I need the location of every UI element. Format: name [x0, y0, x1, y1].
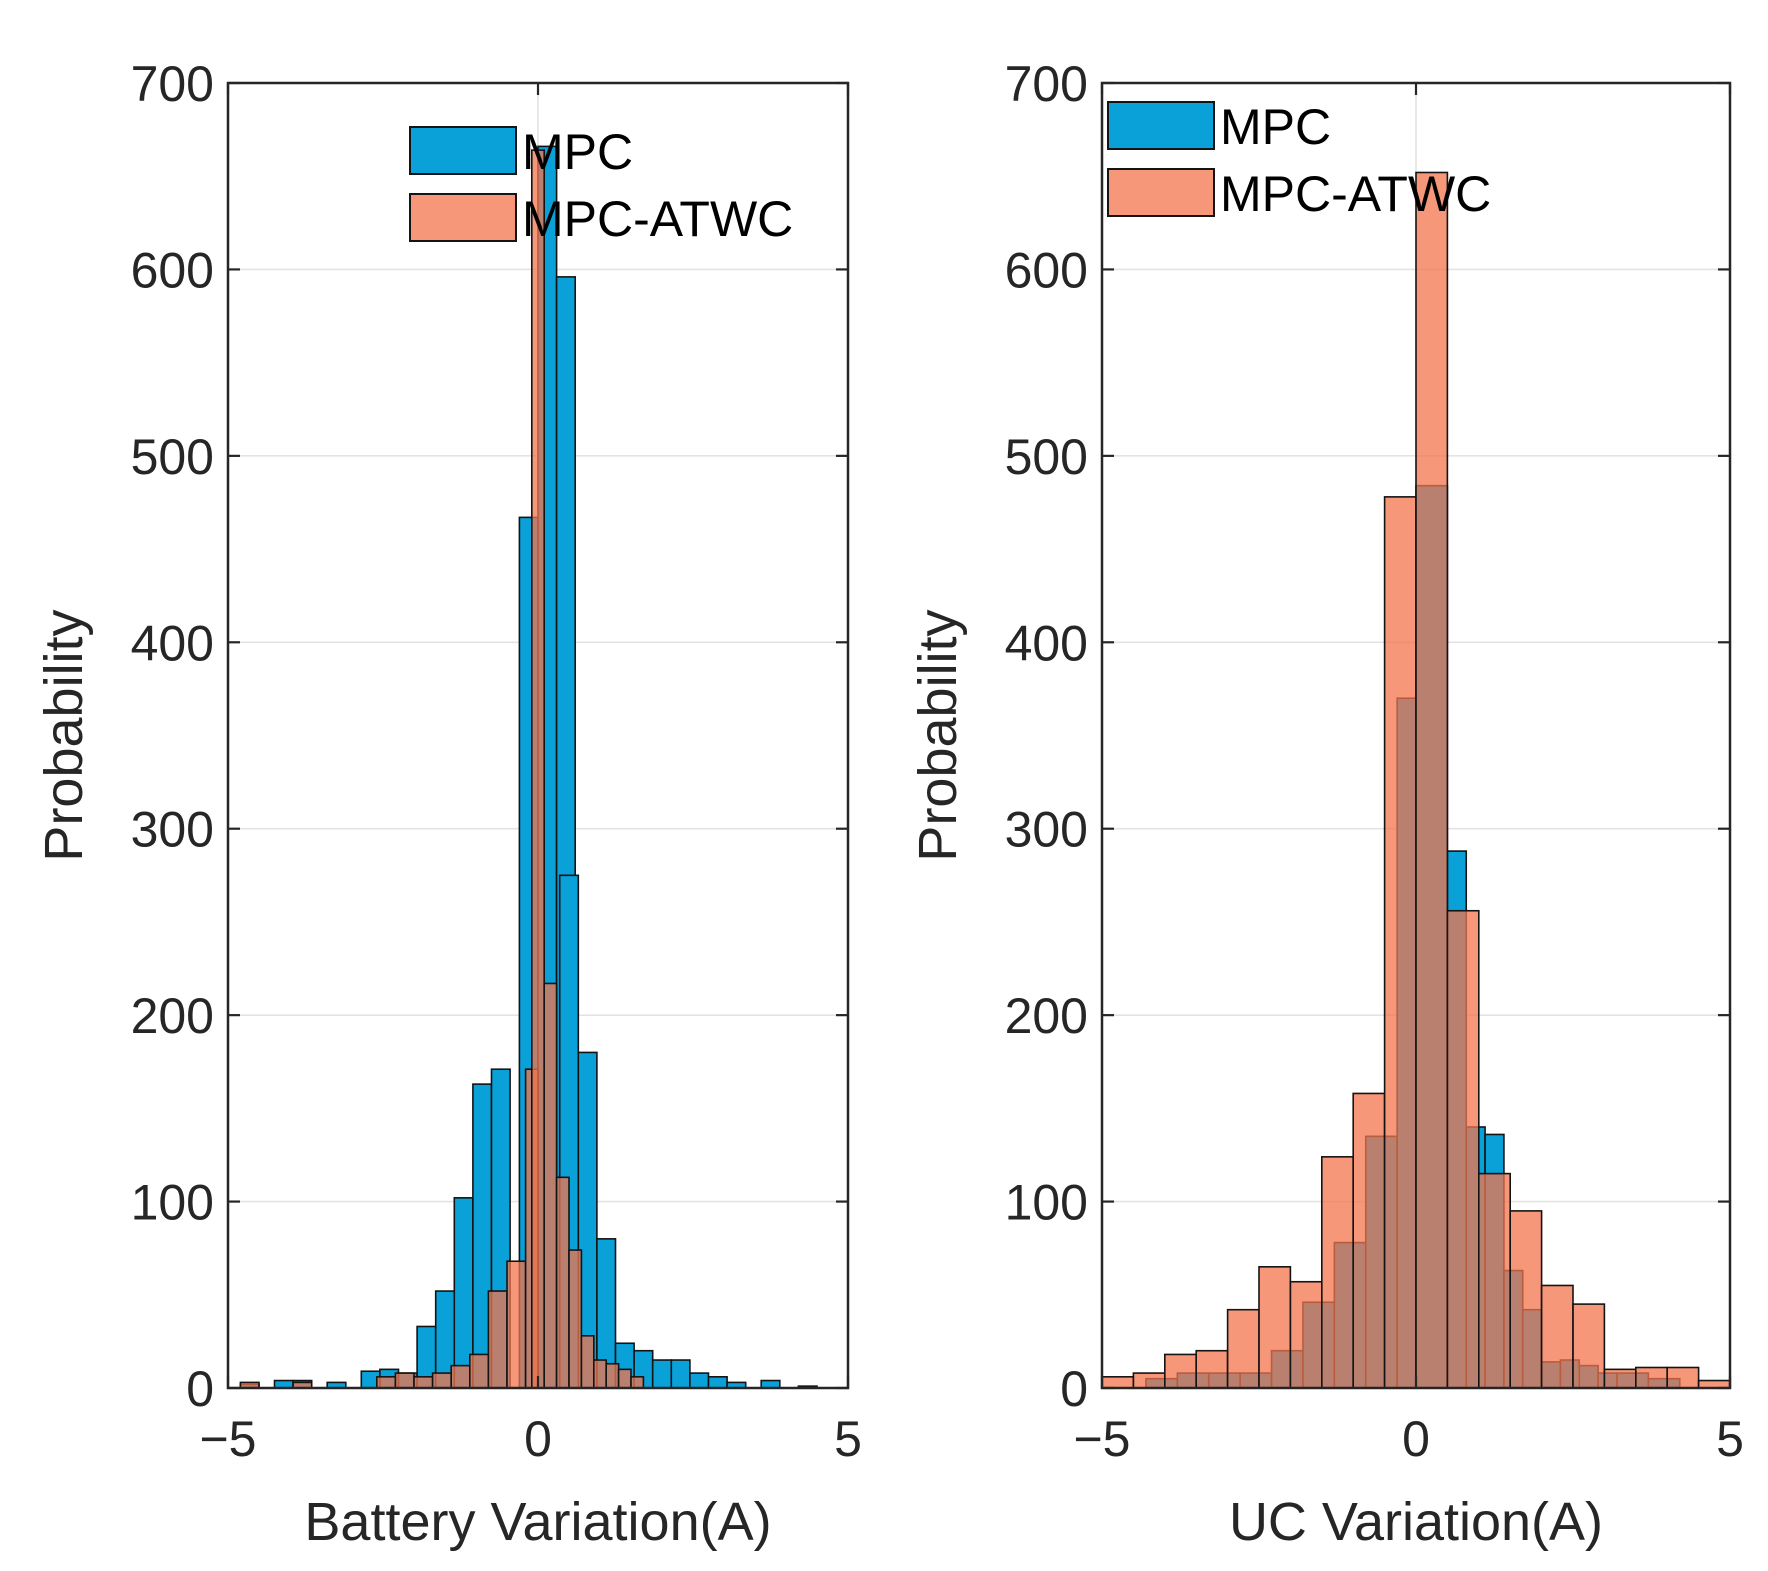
legend-label: MPC [522, 124, 633, 180]
histogram-bar [1258, 1266, 1292, 1389]
histogram-bar [487, 1290, 508, 1389]
histogram-bar [592, 1359, 607, 1389]
histogram-bar [1509, 1210, 1543, 1389]
y-axis-label: Probability [908, 609, 968, 861]
legend: MPC MPC-ATWC [1107, 99, 1491, 222]
histogram-bar [530, 149, 545, 1389]
legend: MPC MPC-ATWC [409, 124, 793, 247]
histogram-bar [1352, 1092, 1386, 1389]
x-axis-label: UC Variation(A) [1229, 1492, 1603, 1552]
histogram-bar [1289, 1280, 1323, 1389]
legend-swatch [1107, 168, 1215, 217]
x-tick-label: 0 [524, 1411, 552, 1467]
histogram-bar [1603, 1368, 1637, 1389]
x-tick-label: 0 [1402, 1411, 1430, 1467]
histogram-bar [1478, 1172, 1512, 1389]
x-tick-label: −5 [1073, 1411, 1130, 1467]
y-tick-label: 300 [131, 802, 214, 858]
y-tick-label: 600 [131, 242, 214, 298]
histogram-bar [1195, 1349, 1229, 1389]
histogram-bar [605, 1362, 620, 1389]
histogram-bar [375, 1376, 397, 1389]
y-tick-label: 200 [1005, 988, 1088, 1044]
x-tick-label: 5 [834, 1411, 862, 1467]
y-tick-label: 700 [1005, 56, 1088, 112]
y-tick-label: 500 [131, 429, 214, 485]
histogram-bar [1132, 1372, 1166, 1389]
histogram-bar [1164, 1353, 1198, 1389]
histogram-bar [1540, 1284, 1574, 1389]
histogram-bar [543, 982, 558, 1389]
y-tick-label: 200 [131, 988, 214, 1044]
histogram-bar [1446, 909, 1480, 1389]
histogram-bar [413, 1376, 434, 1389]
histogram-bar [431, 1372, 453, 1389]
histogram-bar [506, 1260, 527, 1389]
x-tick-label: −5 [199, 1411, 256, 1467]
y-tick-label: 0 [186, 1361, 214, 1417]
histogram-bar [1635, 1366, 1669, 1389]
histogram-bar [468, 1353, 490, 1389]
histogram-bar [617, 1368, 632, 1389]
histogram-bar [394, 1372, 415, 1389]
y-tick-label: 0 [1060, 1361, 1088, 1417]
histogram-bar [450, 1364, 471, 1389]
histogram-bar [580, 1335, 595, 1389]
histogram-bar [1226, 1308, 1260, 1389]
histogram-bar [630, 1376, 645, 1389]
x-tick-label: 5 [1716, 1411, 1744, 1467]
legend-swatch [409, 193, 517, 242]
y-tick-label: 700 [131, 56, 214, 112]
histogram-bar [1321, 1156, 1355, 1389]
series-mpc-atwc [239, 149, 645, 1389]
histogram-bar [1666, 1366, 1700, 1389]
histogram-bar [555, 1176, 570, 1389]
series-mpc-atwc [1101, 171, 1731, 1389]
legend-swatch [409, 126, 517, 175]
y-tick-label: 100 [131, 1175, 214, 1231]
legend-label: MPC-ATWC [1220, 166, 1491, 222]
y-tick-label: 500 [1005, 429, 1088, 485]
legend-label: MPC-ATWC [522, 191, 793, 247]
histogram-bar [1101, 1376, 1135, 1389]
legend-label: MPC [1220, 99, 1331, 155]
y-tick-label: 400 [1005, 615, 1088, 671]
histogram-bar [1415, 171, 1449, 1389]
y-tick-label: 600 [1005, 242, 1088, 298]
histogram-bar [1572, 1303, 1606, 1389]
histogram-bar [1383, 496, 1417, 1389]
histogram-bar [651, 1359, 673, 1389]
histogram-bar [689, 1372, 710, 1389]
histogram-bar [568, 1249, 583, 1389]
y-axis-label: Probability [34, 609, 94, 861]
legend-swatch [1107, 101, 1215, 150]
y-tick-label: 100 [1005, 1175, 1088, 1231]
histogram-bar [670, 1359, 691, 1389]
y-tick-label: 300 [1005, 802, 1088, 858]
histogram-bar [707, 1376, 728, 1389]
x-axis-label: Battery Variation(A) [304, 1492, 771, 1552]
y-tick-label: 400 [131, 615, 214, 671]
